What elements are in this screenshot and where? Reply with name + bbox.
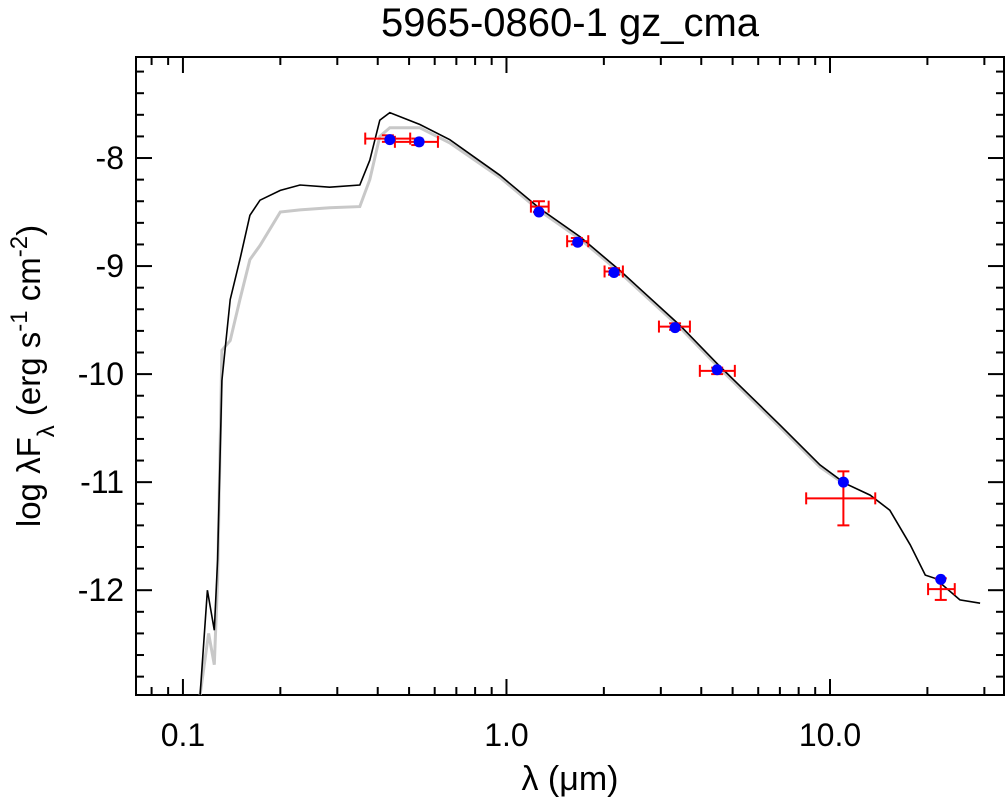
y-axis-label-part: ) — [10, 225, 47, 236]
synthetic-point — [608, 267, 620, 279]
y-axis-label-part: (erg s — [10, 332, 47, 426]
synthetic-point — [533, 206, 545, 218]
synthetic-point — [384, 134, 396, 146]
y-axis-label-part: λ — [33, 425, 60, 437]
model-spectrum — [199, 111, 981, 695]
y-tick-label: -12 — [78, 572, 124, 608]
synthetic-point — [711, 364, 723, 376]
y-tick-label: -9 — [96, 248, 124, 284]
plot-frame — [135, 56, 1005, 696]
plot-area — [198, 111, 981, 695]
chart-title: 5965-0860-1 gz_cma — [381, 1, 760, 45]
synthetic-point — [572, 236, 584, 248]
y-tick-label: -10 — [78, 356, 124, 392]
y-axis-label-part: -2 — [6, 236, 33, 257]
x-tick-label: 1.0 — [484, 717, 528, 753]
y-tick-label: -11 — [80, 464, 124, 500]
y-axis-label-part: -1 — [6, 310, 33, 331]
x-tick-label: 10.0 — [799, 717, 861, 753]
y-axis-label-part: log λF — [10, 437, 47, 527]
model-spectrum — [198, 126, 846, 695]
synthetic-point — [935, 573, 947, 585]
y-tick-label: -8 — [96, 140, 124, 176]
y-axis-label: log λFλ (erg s-1 cm-2) — [6, 225, 60, 527]
x-axis-label: λ (μm) — [521, 760, 618, 798]
y-axis-label-part: cm — [10, 257, 47, 310]
x-tick-label: 0.1 — [161, 717, 205, 753]
synthetic-point — [669, 322, 681, 334]
synthetic-point — [837, 476, 849, 488]
synthetic-point — [413, 136, 425, 148]
